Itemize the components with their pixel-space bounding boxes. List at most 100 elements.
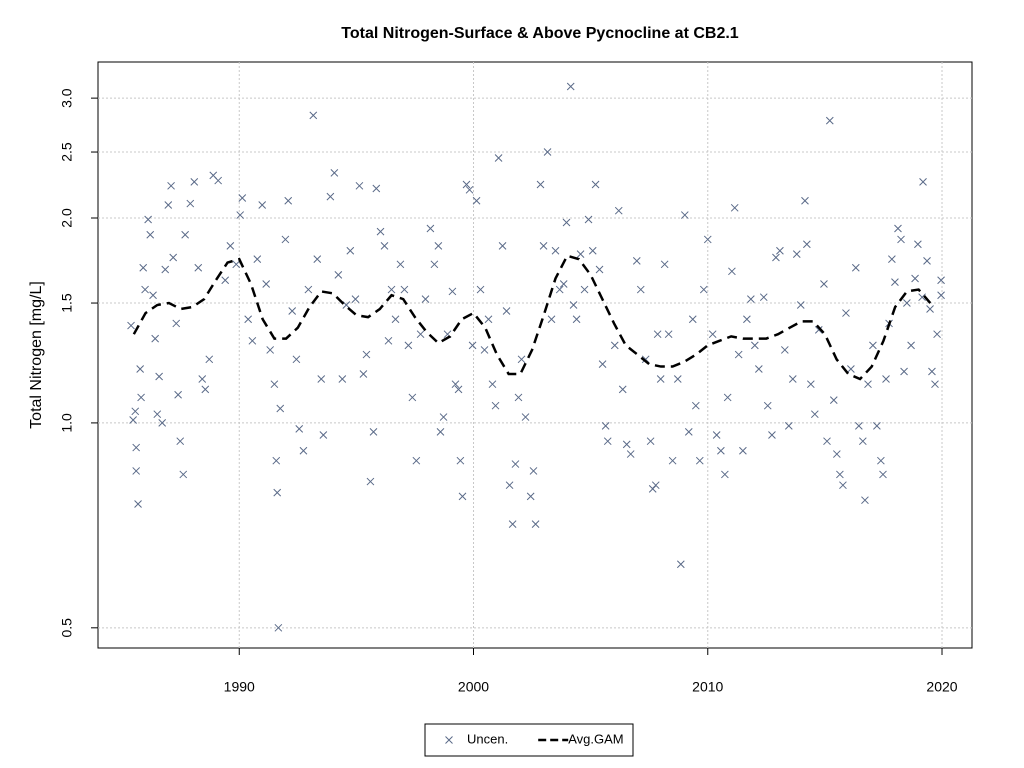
scatter-point — [931, 380, 939, 389]
scatter-point — [739, 446, 747, 455]
scatter-point — [214, 176, 223, 185]
scatter-point — [480, 346, 489, 354]
scatter-point — [262, 280, 271, 288]
scatter-point — [721, 470, 729, 479]
scatter-point — [928, 367, 936, 376]
scatter-point — [900, 367, 908, 376]
scatter-point — [484, 315, 493, 324]
scatter-point — [355, 181, 364, 190]
scatter-point — [426, 224, 435, 233]
scatter-point — [421, 295, 430, 303]
scatter-point — [288, 307, 297, 315]
scatter-point — [430, 260, 439, 269]
x-tick-label: 2000 — [458, 679, 489, 695]
scatter-point — [933, 330, 941, 339]
scatter-point — [584, 215, 593, 224]
scatter-point — [869, 341, 877, 350]
scatter-point — [801, 196, 809, 205]
scatter-point — [566, 82, 575, 91]
scatter-point — [676, 560, 685, 569]
y-tick-label: 2.0 — [59, 208, 75, 228]
scatter-point — [362, 350, 371, 359]
scatter-point — [632, 257, 641, 265]
scatter-point — [780, 346, 789, 354]
scatter-point — [167, 181, 175, 190]
scatter-point — [276, 404, 285, 413]
scatter-point — [882, 375, 890, 383]
scatter-point — [529, 467, 538, 475]
scatter-point — [832, 450, 841, 458]
scatter-point — [136, 365, 145, 373]
scatter-point — [514, 393, 523, 402]
scatter-point — [907, 341, 915, 350]
scatter-point — [903, 299, 911, 307]
scatter-point — [326, 192, 335, 201]
scatter-point — [284, 196, 293, 205]
scatter-point — [559, 280, 568, 288]
scatter-point — [132, 443, 141, 452]
y-axis-label: Total Nitrogen [mg/L] — [28, 281, 45, 429]
scatter-point — [695, 456, 704, 465]
scatter-point — [784, 422, 793, 430]
scatter-point — [190, 178, 199, 186]
scatter-point — [759, 293, 768, 302]
scatter-point — [763, 401, 772, 410]
scatter-point — [198, 375, 207, 383]
scatter-point — [176, 437, 185, 446]
scatter-point — [806, 380, 815, 389]
scatter-point — [684, 428, 693, 436]
scatter-point — [253, 255, 262, 264]
scatter-point — [601, 422, 610, 430]
scatter-point — [295, 425, 304, 433]
scatter-point — [248, 336, 257, 345]
scatter-point — [847, 365, 855, 373]
scatter-point — [317, 375, 326, 383]
scatter-point — [201, 385, 210, 394]
scatter-point — [547, 315, 556, 324]
scatter-point — [703, 235, 712, 244]
scatter-point — [434, 242, 443, 250]
scatter-point — [372, 184, 381, 193]
scatter-point — [221, 276, 230, 285]
scatter-point — [304, 285, 313, 294]
scatter-point — [708, 330, 717, 339]
scatter-point — [494, 154, 503, 162]
scatter-point — [614, 206, 623, 215]
plot-frame — [97, 61, 973, 649]
scatter-point — [776, 246, 784, 255]
scatter-point — [937, 276, 945, 285]
scatter-point — [622, 440, 631, 449]
scatter-point — [636, 285, 645, 294]
scatter-point — [511, 460, 520, 468]
scatter-point — [456, 456, 465, 465]
scatter-point — [313, 255, 322, 264]
scatter-point — [132, 467, 141, 475]
scatter-point — [472, 196, 481, 205]
x-tick-label: 2010 — [692, 679, 723, 695]
scatter-point — [926, 305, 934, 313]
scatter-point — [569, 301, 578, 309]
scatter-point — [502, 307, 511, 315]
scatter-point — [543, 148, 552, 156]
scatter-point — [181, 230, 189, 239]
scatter-point — [376, 227, 385, 236]
scatter-point — [412, 456, 421, 465]
scatter-point — [164, 201, 173, 209]
scatter-point — [855, 422, 863, 430]
scatter-point — [768, 431, 776, 439]
scatter-point — [238, 194, 247, 202]
scatter-point — [891, 278, 899, 286]
scatter-point — [788, 375, 797, 383]
y-tick-label: 1.0 — [59, 413, 75, 433]
x-tick-label: 1990 — [224, 679, 255, 695]
scatter-point — [232, 260, 241, 269]
scatter-point — [728, 267, 736, 276]
scatter-point — [851, 263, 860, 272]
scatter-point — [580, 285, 589, 294]
scatter-point — [595, 265, 604, 274]
scatter-point — [272, 456, 281, 465]
scatter-point — [127, 321, 135, 330]
legend-box — [424, 723, 634, 757]
scatter-point — [141, 285, 149, 294]
scatter-point — [610, 341, 619, 350]
